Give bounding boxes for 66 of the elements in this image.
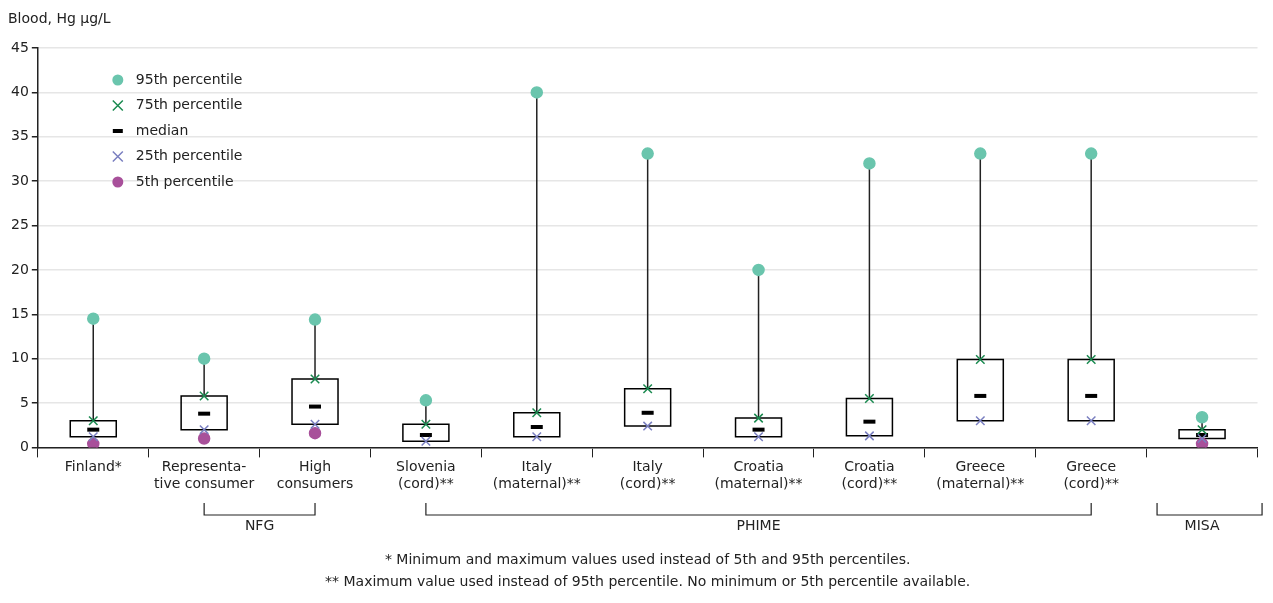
legend-label: 25th percentile [135,147,243,164]
point [87,312,100,325]
x-tick-label: High consumers [276,458,354,492]
x-tick-label: Croatia (maternal)** [714,458,803,492]
point [752,263,765,277]
point [975,415,986,426]
point [419,394,433,407]
point [530,86,544,99]
point [641,147,654,160]
point [1197,433,1208,444]
point [642,383,653,394]
y-tick-label: 10 [10,349,29,366]
point [1086,354,1097,365]
y-tick-label: 30 [10,171,29,188]
y-tick-label: 5 [19,393,29,410]
point [88,431,99,442]
point [310,374,321,385]
legend-label: 95th percentile [135,70,243,87]
point [88,415,99,426]
x-tick-label: Greece (maternal)** [936,458,1025,492]
point [531,407,542,418]
point [1197,424,1208,435]
point [753,431,764,442]
point [753,413,764,424]
legend-label: 5th percentile [135,172,234,189]
y-tick-label: 40 [10,83,29,100]
point [199,390,210,401]
point [197,432,211,445]
point [531,431,542,442]
y-axis-title: Blood, Hg µg/L [8,9,111,26]
y-tick-label: 0 [19,438,29,455]
point [974,147,987,160]
point [864,430,875,441]
point [975,354,986,365]
point [199,424,210,435]
text: MISA [1184,516,1220,533]
text: ** Maximum value used instead of 95th percentile. No minimum or 5th percentile available. [325,572,971,589]
x-tick-label: Italy (cord)** [619,458,676,492]
y-tick-label: 15 [10,304,29,321]
text: PHIME [736,516,781,533]
x-tick-label: Greece (cord)** [1063,458,1119,492]
text: * Minimum and maximum values used instead of 5th and 95th percentiles. [384,550,911,567]
point [197,352,211,365]
y-tick-label: 45 [10,38,29,55]
point [420,436,431,447]
point [863,157,876,170]
point [308,426,322,440]
x-tick-label: Slovenia (cord)** [396,458,456,492]
point [420,419,431,430]
y-tick-label: 35 [10,127,29,144]
text: NFG [244,516,275,533]
x-tick-label: Croatia (cord)** [841,458,898,492]
x-tick-label: Finland* [64,458,122,475]
y-tick-label: 25 [10,216,29,233]
point [1084,147,1098,160]
x-tick-label: Representa- tive consumer [154,458,255,492]
point [642,421,653,432]
legend-label: median [135,121,189,138]
point [1086,415,1097,426]
legend-label: 75th percentile [135,96,243,113]
point [310,419,321,430]
point [1195,410,1209,424]
point [864,393,875,404]
x-tick-label: Italy (maternal)** [492,458,581,492]
y-tick-label: 20 [10,260,29,277]
point [308,313,322,326]
